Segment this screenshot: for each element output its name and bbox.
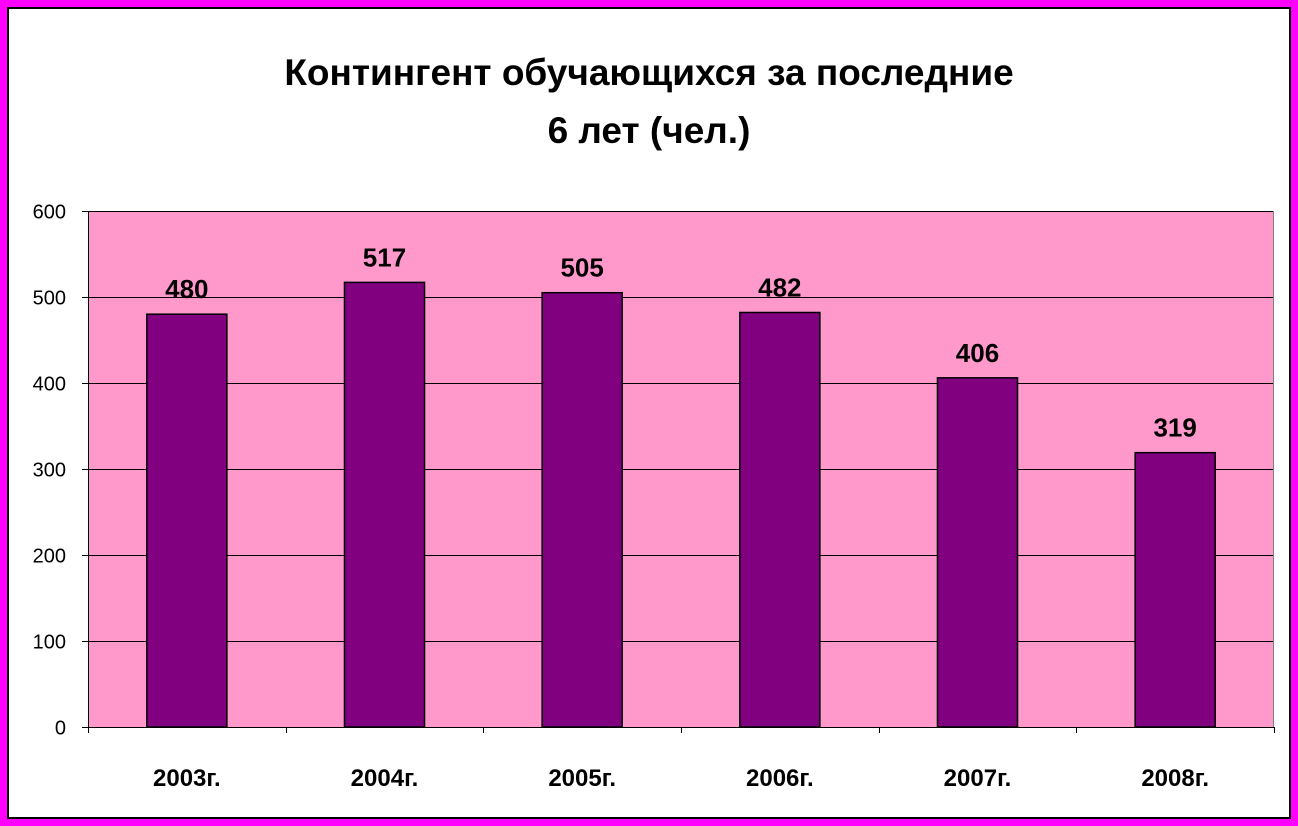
data-label-5: 319 [1153,413,1196,443]
y-tick-label-400: 400 [33,374,66,396]
bars [146,281,1216,728]
bar-3 [739,311,821,728]
x-tick-label-4: 2007г. [944,765,1012,792]
chart-title-line-2: 6 лет (чел.) [547,110,751,151]
y-tick-label-200: 200 [33,546,66,568]
data-labels: 480 517 505 482 406 319 [165,242,1197,442]
data-label-1: 517 [363,242,406,272]
bar-4 [936,377,1019,728]
data-label-4: 406 [956,338,999,368]
y-tick-label-100: 100 [33,632,66,654]
y-tick-label-500: 500 [33,288,66,310]
bar-1 [343,281,426,728]
chart-title: Контингент обучающихся за последние 6 ле… [0,44,1298,160]
data-label-3: 482 [758,272,801,302]
y-tick-label-600: 600 [33,202,66,224]
gridlines [88,211,1274,642]
y-tick-label-300: 300 [33,460,66,482]
x-tick-label-0: 2003г. [153,765,221,792]
bar-0 [146,313,228,728]
x-axis-ticks: 2003г. 2004г. 2005г. 2006г. 2007г. 2008г. [153,765,1209,792]
bar-5 [1134,451,1216,728]
y-axis-ticks: 0 100 200 300 400 500 600 [33,202,88,740]
data-label-0: 480 [165,274,208,304]
bar-2 [541,291,623,728]
x-tick-label-1: 2004г. [351,765,419,792]
axes [88,211,1275,733]
x-tick-label-5: 2008г. [1141,765,1209,792]
data-label-2: 505 [560,253,603,283]
chart-border [7,7,1291,819]
x-tick-label-2: 2005г. [548,765,616,792]
x-tick-label-3: 2006г. [746,765,814,792]
chart-title-line-1: Контингент обучающихся за последние [284,52,1014,93]
y-tick-label-0: 0 [55,718,66,740]
